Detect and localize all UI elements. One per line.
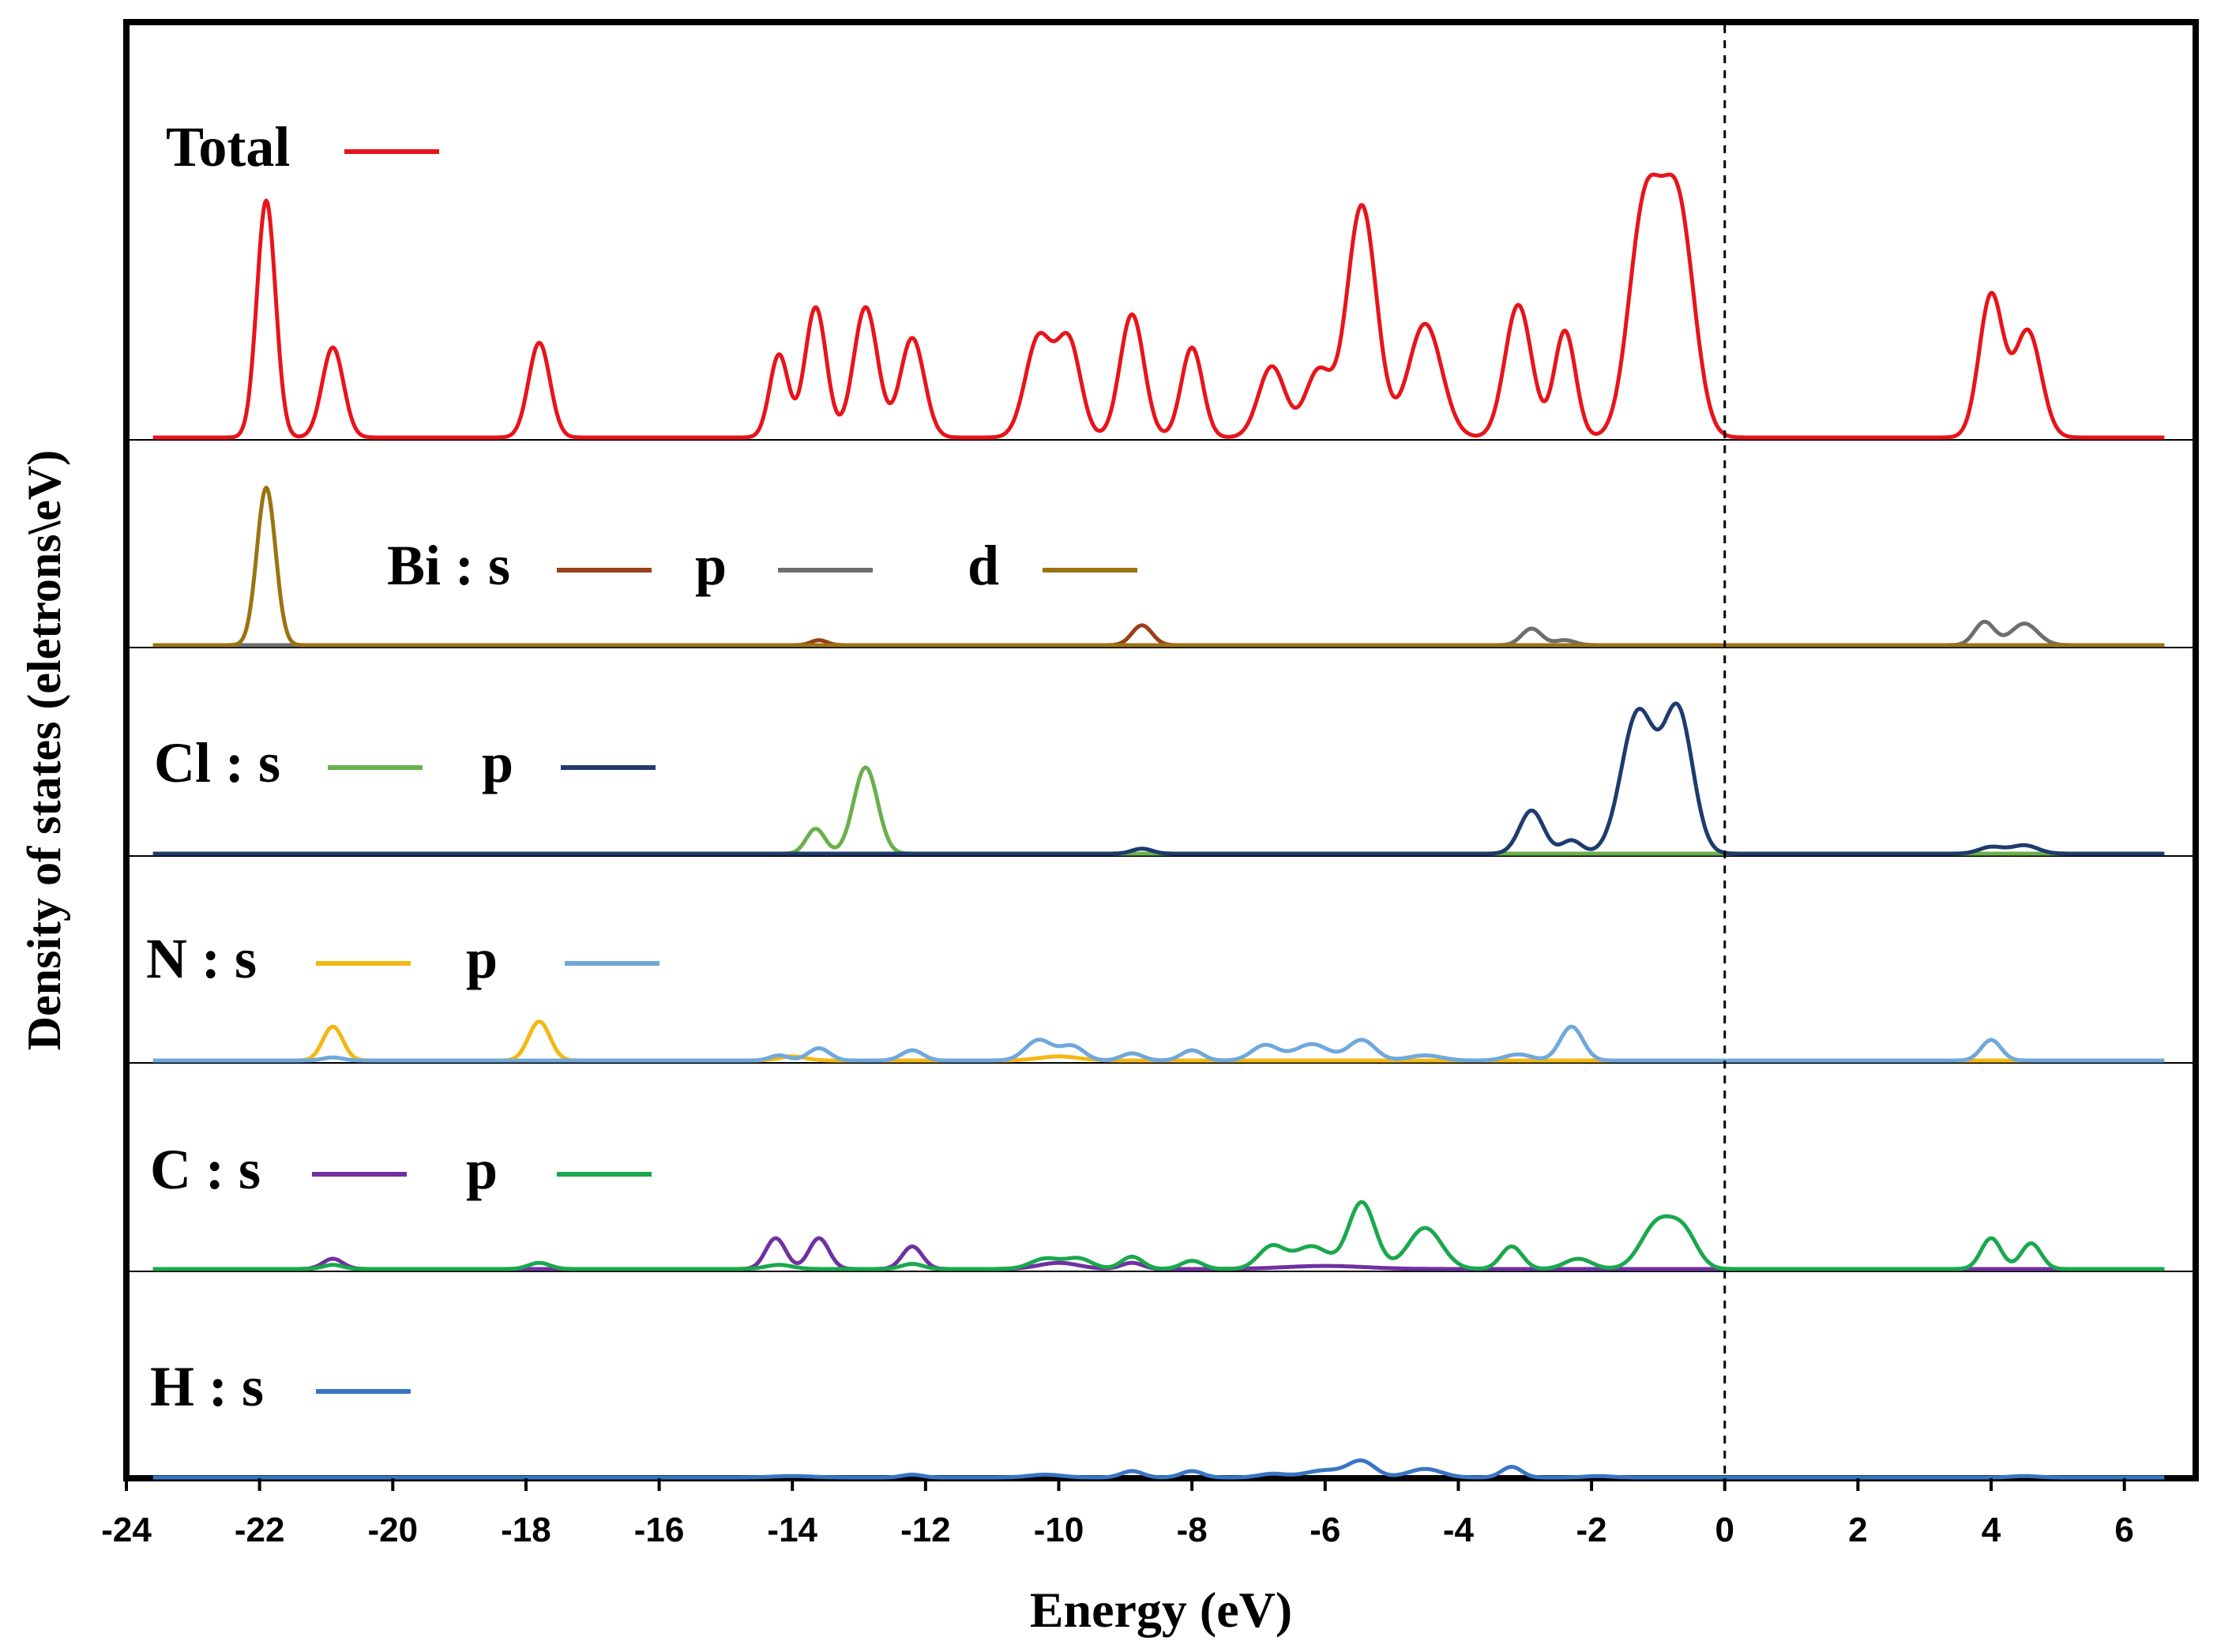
series-line-total: [152, 172, 2166, 440]
series-line-bi-d: [152, 486, 2166, 648]
x-tick-label: 2: [1848, 1511, 1867, 1549]
x-tick-label: -6: [1310, 1511, 1340, 1549]
legend-label: p: [695, 534, 727, 597]
x-tick-label: -16: [634, 1511, 685, 1549]
legend-label: Cl : s: [154, 731, 280, 794]
legend-label: p: [466, 927, 498, 990]
plot-frame: [123, 19, 2199, 1481]
x-tick-label: -4: [1443, 1511, 1475, 1549]
x-tick-label: -24: [101, 1511, 152, 1549]
legend-layer: Total Bi : s p d Cl : s p N : s p C : s p H : s: [146, 115, 1137, 1418]
y-axis-label: Density of states (eletrons\eV): [18, 450, 70, 1050]
x-tick-label: -12: [900, 1511, 951, 1549]
series-layer: [152, 172, 2166, 1480]
series-line-c-p: [152, 1200, 2166, 1271]
legend-label: p: [482, 731, 513, 794]
legend-label: H : s: [150, 1355, 264, 1418]
x-tick-label: -18: [501, 1511, 551, 1549]
x-tick-label: 6: [2114, 1511, 2133, 1549]
legend-label: p: [466, 1138, 498, 1201]
x-tick-label: -20: [367, 1511, 418, 1549]
panel-separators: [126, 439, 2196, 1272]
legend-label: Total: [166, 115, 290, 178]
x-tick-label: -22: [235, 1511, 285, 1549]
legend-label: d: [968, 534, 999, 597]
x-tick-label: -14: [767, 1511, 817, 1549]
x-tick-label: -10: [1034, 1511, 1084, 1549]
x-axis-label: Energy (eV): [1030, 1582, 1292, 1638]
legend-label: N : s: [146, 927, 257, 990]
x-tick-label: -2: [1576, 1511, 1607, 1549]
series-line-h-s: [152, 1458, 2166, 1480]
series-line-cl-p: [152, 701, 2166, 856]
x-tick-label: 4: [1982, 1511, 2001, 1549]
series-line-n-p: [152, 1024, 2166, 1063]
x-tick-label: 0: [1715, 1511, 1734, 1549]
x-axis-ticks: -24 -22 -20 -18 -16 -14 -12 -10 -8 -6 -4 -2 0 2 4 6: [101, 1478, 2134, 1549]
x-tick-label: -8: [1177, 1511, 1208, 1549]
legend-label: Bi : s: [387, 534, 510, 597]
legend-label: C : s: [150, 1138, 261, 1201]
